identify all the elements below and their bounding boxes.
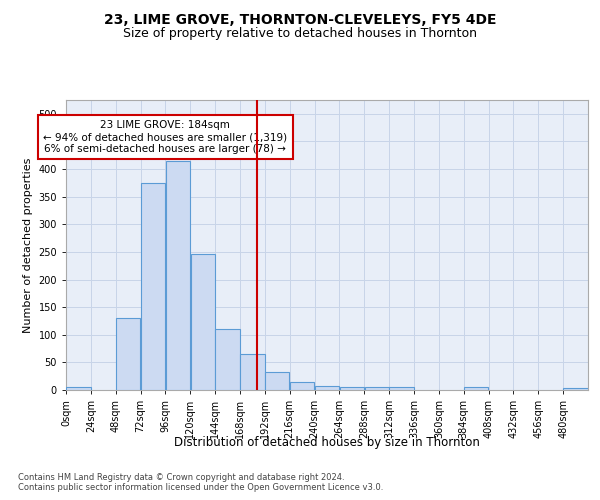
- Text: 23 LIME GROVE: 184sqm
← 94% of detached houses are smaller (1,319)
6% of semi-de: 23 LIME GROVE: 184sqm ← 94% of detached …: [43, 120, 287, 154]
- Text: Distribution of detached houses by size in Thornton: Distribution of detached houses by size …: [174, 436, 480, 449]
- Bar: [389, 387, 414, 390]
- Bar: [141, 183, 165, 390]
- Bar: [215, 328, 240, 390]
- Bar: [191, 254, 215, 390]
- Bar: [365, 387, 389, 390]
- Bar: [116, 318, 140, 390]
- Bar: [464, 387, 488, 390]
- Bar: [66, 387, 91, 390]
- Text: 23, LIME GROVE, THORNTON-CLEVELEYS, FY5 4DE: 23, LIME GROVE, THORNTON-CLEVELEYS, FY5 …: [104, 12, 496, 26]
- Bar: [166, 161, 190, 390]
- Bar: [265, 372, 289, 390]
- Text: Size of property relative to detached houses in Thornton: Size of property relative to detached ho…: [123, 28, 477, 40]
- Text: Contains HM Land Registry data © Crown copyright and database right 2024.
Contai: Contains HM Land Registry data © Crown c…: [18, 472, 383, 492]
- Y-axis label: Number of detached properties: Number of detached properties: [23, 158, 33, 332]
- Bar: [315, 386, 339, 390]
- Bar: [240, 354, 265, 390]
- Bar: [563, 388, 588, 390]
- Bar: [290, 382, 314, 390]
- Bar: [340, 386, 364, 390]
